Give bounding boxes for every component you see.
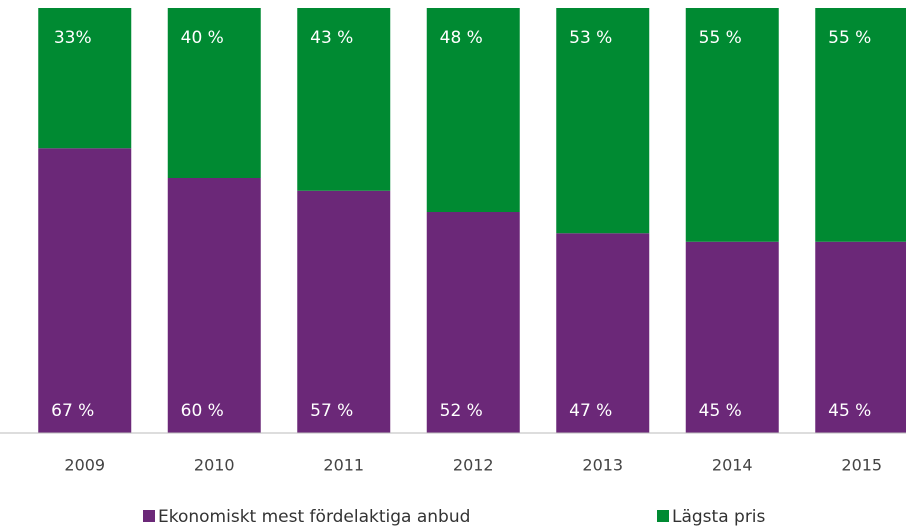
bar-segment [556, 8, 650, 234]
value-label: 52 % [440, 401, 483, 421]
bar-segment [167, 178, 261, 433]
value-label: 55 % [699, 28, 742, 48]
bar-segment [297, 8, 391, 191]
value-label: 43 % [310, 28, 353, 48]
value-label: 55 % [828, 28, 871, 48]
value-label: 33% [54, 28, 92, 48]
bar-segment [815, 241, 906, 433]
legend-label: Lägsta pris [672, 507, 766, 527]
x-tick-label: 2015 [841, 456, 882, 475]
value-label: 45 % [699, 401, 742, 421]
legend-swatch [657, 510, 669, 522]
bar-segment [685, 8, 779, 242]
x-tick-label: 2013 [582, 456, 623, 475]
x-tick-label: 2009 [64, 456, 105, 475]
bar-segment [297, 190, 391, 433]
x-tick-label: 2014 [712, 456, 753, 475]
x-tick-label: 2012 [453, 456, 494, 475]
bar-segment [426, 8, 520, 212]
legend-swatch [143, 510, 155, 522]
value-label: 57 % [310, 401, 353, 421]
legend-label: Ekonomiskt mest fördelaktiga anbud [158, 507, 470, 527]
x-tick-label: 2011 [323, 456, 364, 475]
value-label: 67 % [51, 401, 94, 421]
value-label: 45 % [828, 401, 871, 421]
bar-segment [38, 148, 132, 433]
value-label: 40 % [181, 28, 224, 48]
bar-segment [167, 8, 261, 178]
x-tick-label: 2010 [194, 456, 235, 475]
value-label: 47 % [569, 401, 612, 421]
value-label: 60 % [181, 401, 224, 421]
bar-segment [556, 233, 650, 433]
value-label: 53 % [569, 28, 612, 48]
bar-segment [426, 212, 520, 433]
bar-segment [685, 241, 779, 433]
bar-segment [38, 8, 132, 149]
bar-segment [815, 8, 906, 242]
value-label: 48 % [440, 28, 483, 48]
